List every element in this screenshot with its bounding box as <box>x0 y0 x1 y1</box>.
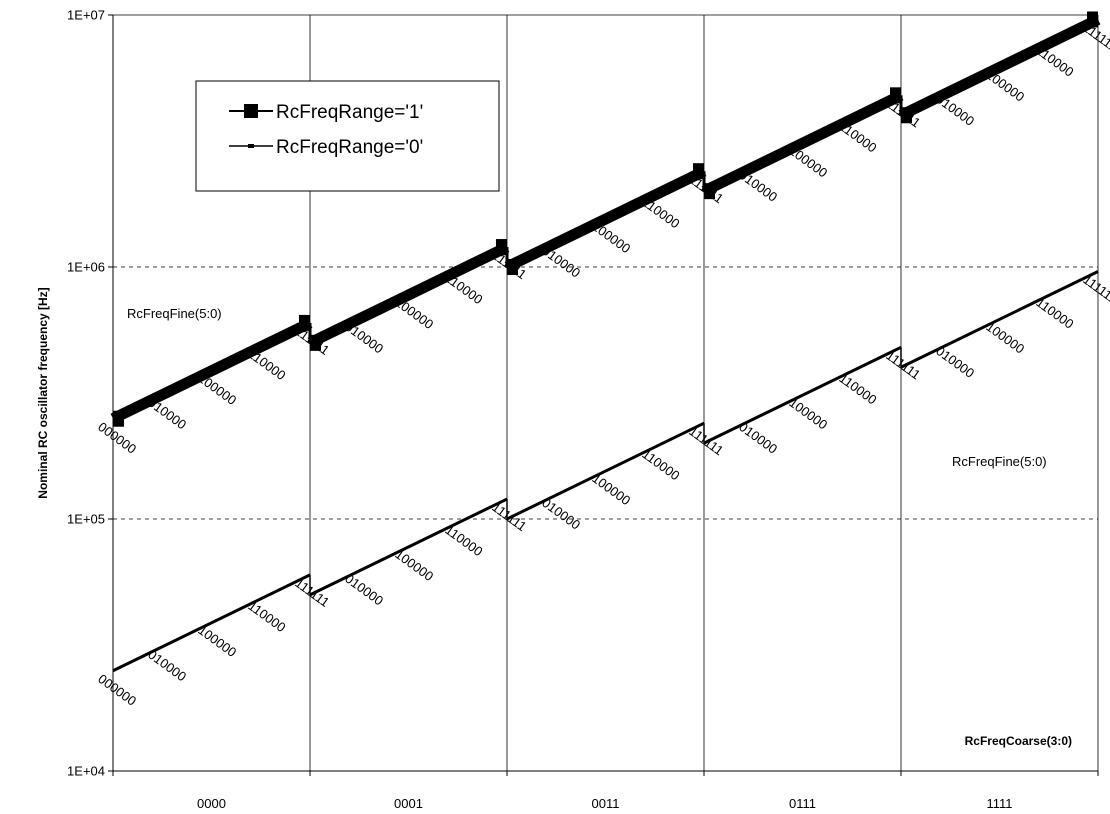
legend-label: RcFreqRange='0' <box>276 137 423 158</box>
segment-end-marker <box>1087 11 1098 28</box>
fine-code-label: 110000 <box>442 270 485 307</box>
x-axis-title: RcFreqCoarse(3:0) <box>965 734 1072 748</box>
fine-code-label: 010000 <box>736 167 780 205</box>
y-tick-label: 1E+04 <box>67 764 105 779</box>
segment-start-marker <box>507 259 518 275</box>
fine-code-label: 010000 <box>145 395 189 433</box>
segment-end-marker <box>299 314 310 331</box>
fine-code-label: 110000 <box>836 370 879 407</box>
fine-code-label: 100000 <box>589 219 633 257</box>
series-1 <box>112 270 1099 673</box>
segment-end-marker <box>496 239 507 256</box>
legend-marker-small <box>248 144 254 148</box>
segment-start-marker <box>310 334 321 351</box>
series-segment <box>504 166 707 272</box>
fine-code-label: 010000 <box>539 243 583 281</box>
fine-code-label: 010000 <box>342 571 386 609</box>
segment-end-marker <box>890 87 901 104</box>
fine-code-label: 111111 <box>686 171 726 206</box>
fine-code-label: 110000 <box>836 118 879 155</box>
x-axis: 0000 0001 0011 0111 1111 <box>112 770 1099 811</box>
x-tick-label: 0001 <box>394 796 423 811</box>
fine-code-label: 111111 <box>686 423 726 458</box>
fine-code-label: 111111 <box>489 499 529 534</box>
fine-code-label: 110000 <box>245 598 288 635</box>
series-segment <box>701 90 904 197</box>
x-tick-label: 0111 <box>789 796 816 811</box>
fine-code-label: 111111 <box>489 247 529 282</box>
legend-item-range-0: RcFreqRange='0' <box>229 137 423 158</box>
fine-code-label: 111111 <box>1080 272 1110 307</box>
fine-code-label: 010000 <box>736 419 780 457</box>
fine-code-label: 010000 <box>539 495 583 533</box>
fine-code-label: 100000 <box>786 395 830 433</box>
x-tick-label: 1111 <box>986 796 1012 811</box>
x-tick-label: 0000 <box>197 796 226 811</box>
y-tick-label: 1E+06 <box>67 260 105 275</box>
series-0 <box>110 11 1101 427</box>
series-segment <box>900 270 1099 369</box>
fine-code-label: 100000 <box>983 319 1027 357</box>
fine-code-label: 100000 <box>392 546 436 584</box>
fine-code-label: 110000 <box>442 522 485 559</box>
fine-code-label: 010000 <box>933 91 977 129</box>
series-lines <box>110 11 1101 673</box>
legend-label: RcFreqRange='1' <box>276 102 423 123</box>
fine-code-label: 100000 <box>195 370 239 408</box>
fine-code-label: 110000 <box>1033 295 1076 332</box>
segment-start-marker <box>113 410 124 427</box>
series-segment <box>112 573 311 673</box>
series-segment <box>898 14 1101 121</box>
fine-code-label: 110000 <box>639 194 682 231</box>
fine-code-label: 111111 <box>292 323 332 358</box>
fine-axis-label-upper: RcFreqFine(5:0) <box>127 306 222 321</box>
segment-end-marker <box>693 163 704 180</box>
fine-code-label: 110000 <box>245 346 288 383</box>
segment-start-marker <box>901 107 912 124</box>
series-segment <box>703 345 902 445</box>
series-segment <box>506 421 705 521</box>
fine-code-label: 010000 <box>342 319 386 357</box>
fine-code-label: 010000 <box>933 343 977 381</box>
series-segment <box>309 497 508 597</box>
y-axis-title: Nominal RC oscillator frequency [Hz] <box>36 287 50 498</box>
fine-axis-label-right: RcFreqFine(5:0) <box>952 454 1047 469</box>
fine-code-label: 100000 <box>195 622 239 660</box>
fine-code-label: 100000 <box>786 143 830 181</box>
legend-item-range-1: RcFreqRange='1' <box>229 102 423 123</box>
fine-code-label: 100000 <box>392 294 436 332</box>
fine-code-label: 110000 <box>1033 43 1076 80</box>
y-tick-label: 1E+07 <box>67 8 105 23</box>
fine-code-label: 111111 <box>292 575 332 610</box>
x-tick-label: 0011 <box>592 796 620 811</box>
y-axis: 1E+04 1E+05 1E+06 1E+07 <box>67 8 114 779</box>
fine-code-label: 100000 <box>983 67 1027 105</box>
legend-marker-square <box>244 104 258 118</box>
segment-start-marker <box>704 183 715 200</box>
y-tick-label: 1E+05 <box>67 512 105 527</box>
fine-code-label: 111111 <box>883 348 923 383</box>
fine-code-label: 111111 <box>883 96 923 131</box>
series-segment <box>110 317 313 424</box>
legend-box <box>195 80 500 192</box>
fine-code-label: 110000 <box>639 446 682 483</box>
series-segment <box>307 242 510 348</box>
fine-code-label: 111111 <box>1080 20 1110 55</box>
fine-code-label: 010000 <box>145 647 189 685</box>
legend: RcFreqRange='1' RcFreqRange='0' <box>195 80 500 192</box>
fine-code-label: 000000 <box>95 671 139 709</box>
fine-code-label: 100000 <box>589 471 633 509</box>
